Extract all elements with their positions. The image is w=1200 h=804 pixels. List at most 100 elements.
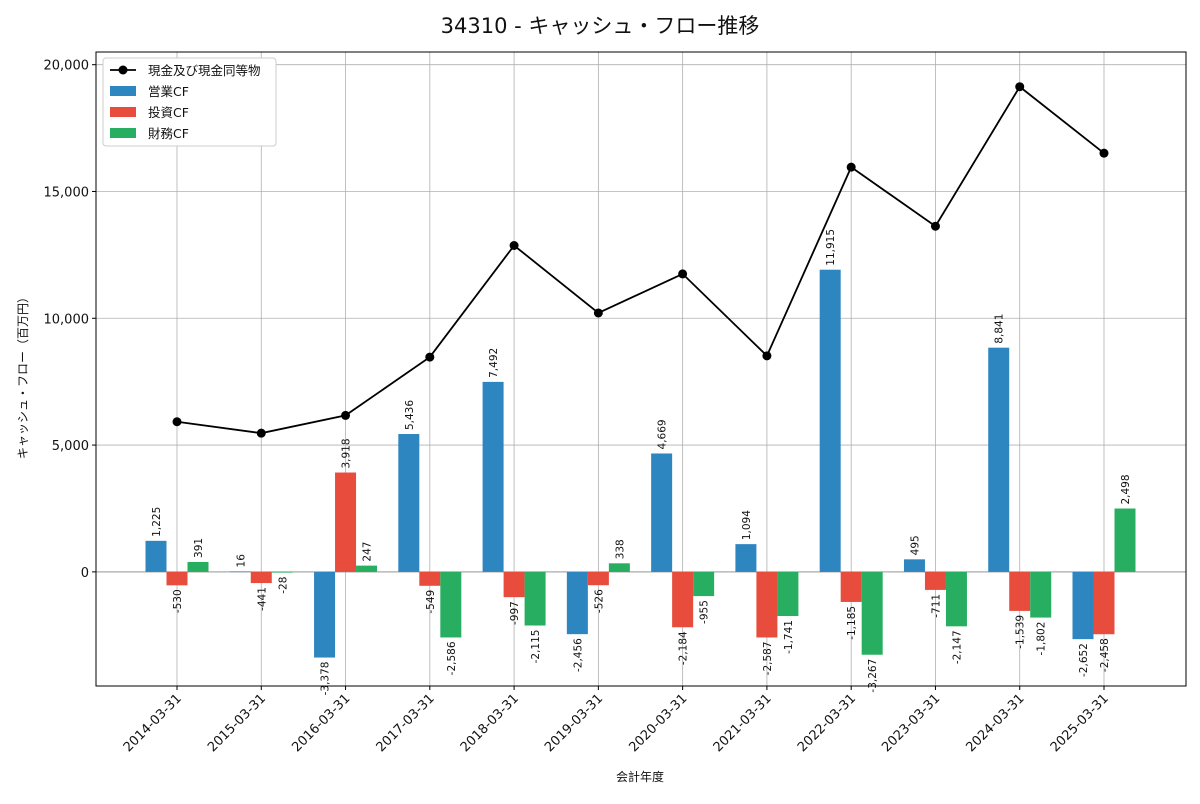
bar-営業CF: [229, 571, 251, 573]
cash-equivalents-point: [846, 162, 856, 172]
bar-投資CF: [419, 571, 441, 586]
legend-label: 営業CF: [148, 84, 189, 99]
bar-投資CF: [335, 472, 357, 572]
bar-財務CF: [693, 571, 715, 597]
cash-equivalents-point: [256, 428, 266, 438]
chart-title: 34310 - キャッシュ・フロー推移: [441, 14, 760, 38]
data-label: -549: [425, 590, 437, 614]
plot-frame: [95, 51, 1187, 687]
x-tick-label: 2015-03-31: [205, 691, 269, 755]
y-axis-label: キャッシュ・フロー（百万円）: [16, 291, 30, 459]
legend-label: 財務CF: [148, 126, 189, 141]
legend-label: 現金及び現金同等物: [148, 63, 261, 78]
bar-営業CF: [145, 540, 167, 572]
y-tick-label: 20,000: [44, 59, 90, 74]
data-label: -2,587: [762, 641, 774, 675]
cash-equivalents-point: [678, 269, 688, 279]
cash-equivalents-point: [593, 308, 603, 318]
bar-財務CF: [777, 571, 799, 617]
cash-equivalents-point: [762, 351, 772, 361]
bar-財務CF: [524, 571, 546, 626]
bar-営業CF: [398, 434, 420, 572]
bar-財務CF: [356, 565, 378, 572]
data-label: 338: [614, 539, 626, 559]
bar-財務CF: [945, 571, 967, 627]
bar-財務CF: [187, 561, 209, 572]
data-label: -526: [593, 589, 605, 613]
data-label: -2,184: [678, 631, 690, 665]
bar-投資CF: [503, 571, 525, 598]
data-label: 1,225: [151, 507, 163, 537]
bar-財務CF: [271, 571, 293, 573]
bar-営業CF: [903, 559, 925, 572]
x-tick-label: 2018-03-31: [458, 691, 522, 755]
data-label: -2,147: [951, 630, 963, 664]
y-tick-label: 5,000: [52, 439, 89, 454]
y-tick-label: 10,000: [44, 312, 90, 327]
cash-equivalents-point: [1015, 82, 1025, 92]
x-tick-label: 2025-03-31: [1048, 691, 1112, 755]
data-label: -2,586: [446, 641, 458, 675]
x-tick-label: 2019-03-31: [542, 691, 606, 755]
bar-投資CF: [1009, 571, 1031, 611]
data-label: -2,458: [1099, 638, 1111, 672]
cash-equivalents-point: [1099, 148, 1109, 158]
data-label: 16: [235, 554, 247, 568]
data-label: 4,669: [657, 419, 669, 449]
legend-swatch: [110, 128, 136, 138]
y-tick-label: 15,000: [44, 185, 90, 200]
data-label: 3,918: [341, 438, 353, 468]
data-label: -530: [172, 589, 184, 613]
data-label: 1,094: [741, 510, 753, 540]
bar-営業CF: [1072, 571, 1094, 640]
legend-swatch: [110, 86, 136, 96]
data-label: 247: [362, 542, 374, 562]
data-label: -3,267: [867, 659, 879, 693]
bar-投資CF: [250, 571, 272, 584]
bar-投資CF: [587, 571, 609, 586]
bar-財務CF: [608, 563, 630, 572]
cash-equivalents-point: [930, 221, 940, 231]
data-label: -997: [509, 601, 521, 625]
bar-投資CF: [672, 571, 694, 628]
data-label: -2,115: [530, 630, 542, 664]
legend-swatch: [110, 107, 136, 117]
x-tick-label: 2024-03-31: [964, 691, 1028, 755]
cash-equivalents-point: [425, 352, 435, 362]
data-label: 495: [909, 535, 921, 555]
x-axis-label: 会計年度: [616, 769, 664, 784]
bar-財務CF: [861, 571, 883, 655]
data-label: -955: [699, 600, 711, 624]
cash-equivalents-point: [341, 410, 351, 420]
data-label: -441: [256, 587, 268, 611]
bar-営業CF: [566, 571, 588, 635]
cash-equivalents-line: [176, 85, 1105, 435]
x-tick-label: 2017-03-31: [374, 691, 438, 755]
legend-box: [102, 57, 277, 147]
bar-投資CF: [756, 571, 778, 638]
legend-marker: [118, 65, 128, 75]
data-label: 5,436: [404, 400, 416, 430]
bar-財務CF: [1114, 508, 1136, 572]
cash-equivalents-point: [172, 417, 182, 427]
data-label: 391: [193, 538, 205, 558]
bar-営業CF: [735, 544, 757, 572]
bar-営業CF: [651, 453, 673, 572]
cash-equivalents-point: [509, 240, 519, 250]
x-tick-label: 2021-03-31: [711, 691, 775, 755]
data-label: -28: [277, 577, 289, 594]
data-label: 11,915: [825, 229, 837, 266]
data-label: -3,378: [320, 662, 332, 696]
x-tick-label: 2020-03-31: [626, 691, 690, 755]
bar-財務CF: [440, 571, 462, 638]
bar-財務CF: [1030, 571, 1052, 618]
data-label: -1,802: [1036, 622, 1048, 656]
x-tick-label: 2022-03-31: [795, 691, 859, 755]
data-label: -711: [930, 594, 942, 618]
bar-投資CF: [840, 571, 862, 602]
bar-営業CF: [314, 571, 336, 658]
bar-営業CF: [988, 347, 1010, 572]
data-label: -1,741: [783, 620, 795, 654]
